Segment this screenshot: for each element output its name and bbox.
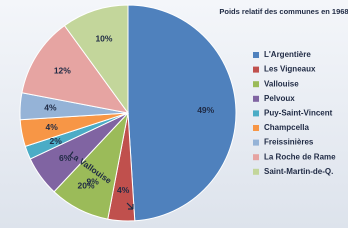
legend-swatch bbox=[253, 52, 259, 58]
legend-swatch bbox=[253, 81, 259, 88]
legend-label: Freissinières bbox=[264, 138, 314, 147]
legend-label: Les Vigneaux bbox=[264, 65, 316, 74]
legend-swatch bbox=[253, 154, 259, 161]
legend-label: Champcella bbox=[264, 123, 309, 132]
data-label: 4% bbox=[44, 102, 57, 112]
data-label: 10% bbox=[95, 33, 112, 43]
arrow bbox=[126, 202, 134, 210]
legend-label: Pelvoux bbox=[264, 94, 295, 103]
legend-label: Saint-Martin-de-Q. bbox=[264, 167, 333, 176]
legend-label: L'Argentière bbox=[264, 50, 311, 59]
data-label: 6% bbox=[59, 153, 72, 163]
legend-label: Puy-Saint-Vincent bbox=[264, 109, 333, 118]
pie-slice bbox=[21, 24, 130, 114]
legend-swatch bbox=[253, 66, 259, 73]
pie-slice bbox=[127, 4, 237, 222]
data-label: 12% bbox=[54, 66, 71, 76]
data-label: 9% bbox=[87, 177, 100, 187]
data-label: 49% bbox=[197, 105, 214, 115]
legend-swatch bbox=[253, 110, 259, 117]
legend-swatch bbox=[253, 125, 259, 131]
chart: Poids relatif des communes en 1968 49% 4%… bbox=[0, 0, 348, 228]
data-label: 2% bbox=[50, 136, 63, 146]
legend-label: La Roche de Rame bbox=[264, 152, 336, 161]
annotation: 20% bbox=[77, 180, 94, 190]
chart-title: Poids relatif des communes en 1968 bbox=[219, 7, 348, 16]
legend-swatch bbox=[253, 139, 259, 146]
legend-swatch bbox=[253, 168, 259, 175]
data-label: 4% bbox=[117, 185, 130, 195]
legend-label: Vallouise bbox=[264, 79, 299, 88]
pie-slice bbox=[63, 4, 129, 115]
legend-swatch bbox=[253, 95, 259, 102]
data-label: 4% bbox=[45, 122, 58, 132]
